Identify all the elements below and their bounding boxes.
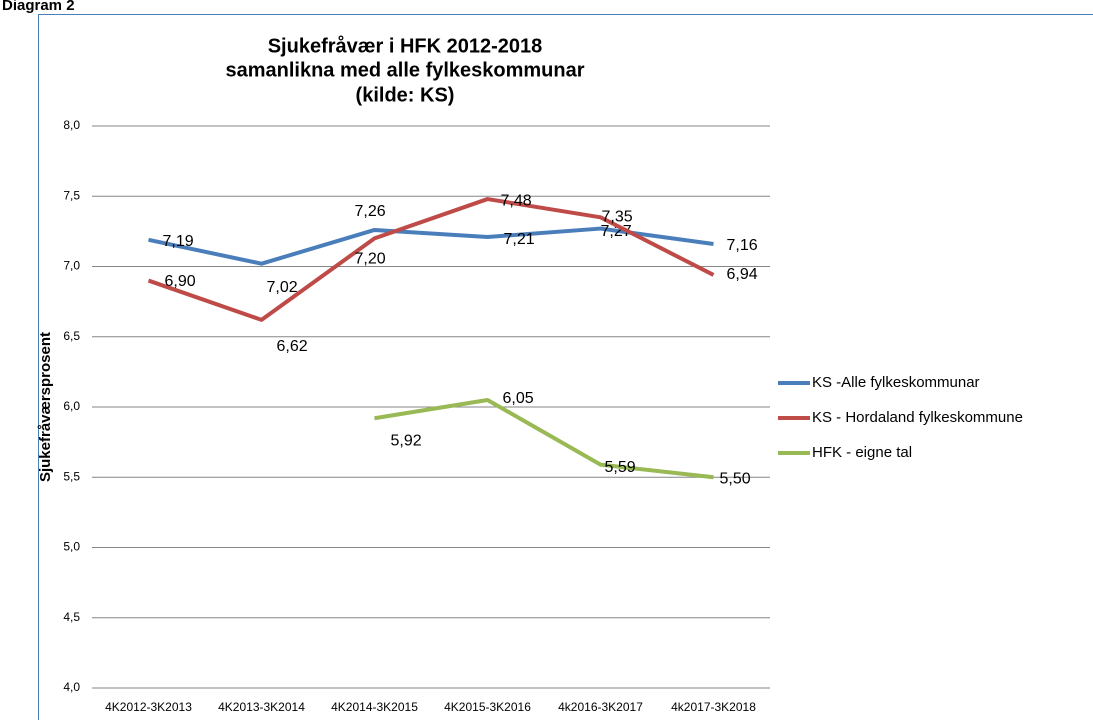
data-label: 5,59 [605, 459, 636, 476]
data-label: 7,21 [504, 231, 535, 248]
legend-label: HFK - eigne tal [812, 444, 912, 461]
y-tick-label: 6,5 [63, 329, 80, 343]
data-label: 6,94 [727, 266, 758, 283]
data-label: 6,90 [165, 273, 196, 290]
x-tick-label: 4K2012-3K2013 [105, 700, 192, 714]
data-label: 7,26 [355, 203, 386, 220]
chart-title: (kilde: KS) [356, 84, 455, 106]
y-tick-label: 6,0 [63, 399, 80, 413]
y-tick-label: 4,0 [63, 680, 80, 694]
y-tick-label: 7,0 [63, 259, 80, 273]
data-label: 7,48 [501, 192, 532, 209]
data-label: 7,02 [267, 279, 298, 296]
data-label: 6,62 [277, 338, 308, 355]
x-tick-label: 4K2013-3K2014 [218, 700, 305, 714]
y-tick-label: 5,5 [63, 469, 80, 483]
data-label: 5,50 [720, 470, 751, 487]
data-label: 6,05 [503, 390, 534, 407]
chart-title: Sjukefråvær i HFK 2012-2018 [268, 34, 543, 57]
data-label: 7,20 [355, 251, 386, 268]
x-tick-label: 4k2016-3K2017 [558, 700, 643, 714]
data-label: 7,35 [602, 209, 633, 226]
x-tick-label: 4K2014-3K2015 [331, 700, 418, 714]
data-label: 7,16 [727, 237, 758, 254]
chart-title: samanlikna med alle fylkeskommunar [225, 59, 584, 81]
legend-label: KS -Alle fylkeskommunar [812, 374, 980, 391]
data-label: 7,19 [163, 233, 194, 250]
y-tick-label: 7,5 [63, 188, 80, 202]
y-tick-label: 5,0 [63, 540, 80, 554]
x-tick-label: 4K2015-3K2016 [444, 700, 531, 714]
legend-label: KS - Hordaland fylkeskommune [812, 409, 1023, 426]
page-label: Diagram 2 [2, 0, 75, 14]
data-label: 5,92 [391, 432, 422, 449]
x-tick-label: 4k2017-3K2018 [671, 700, 756, 714]
y-tick-label: 8,0 [63, 118, 80, 132]
y-tick-label: 4,5 [63, 610, 80, 624]
y-axis-label: Sjukefråværsprosent [37, 332, 54, 482]
chart-border [39, 15, 1093, 721]
series-line [375, 400, 714, 477]
